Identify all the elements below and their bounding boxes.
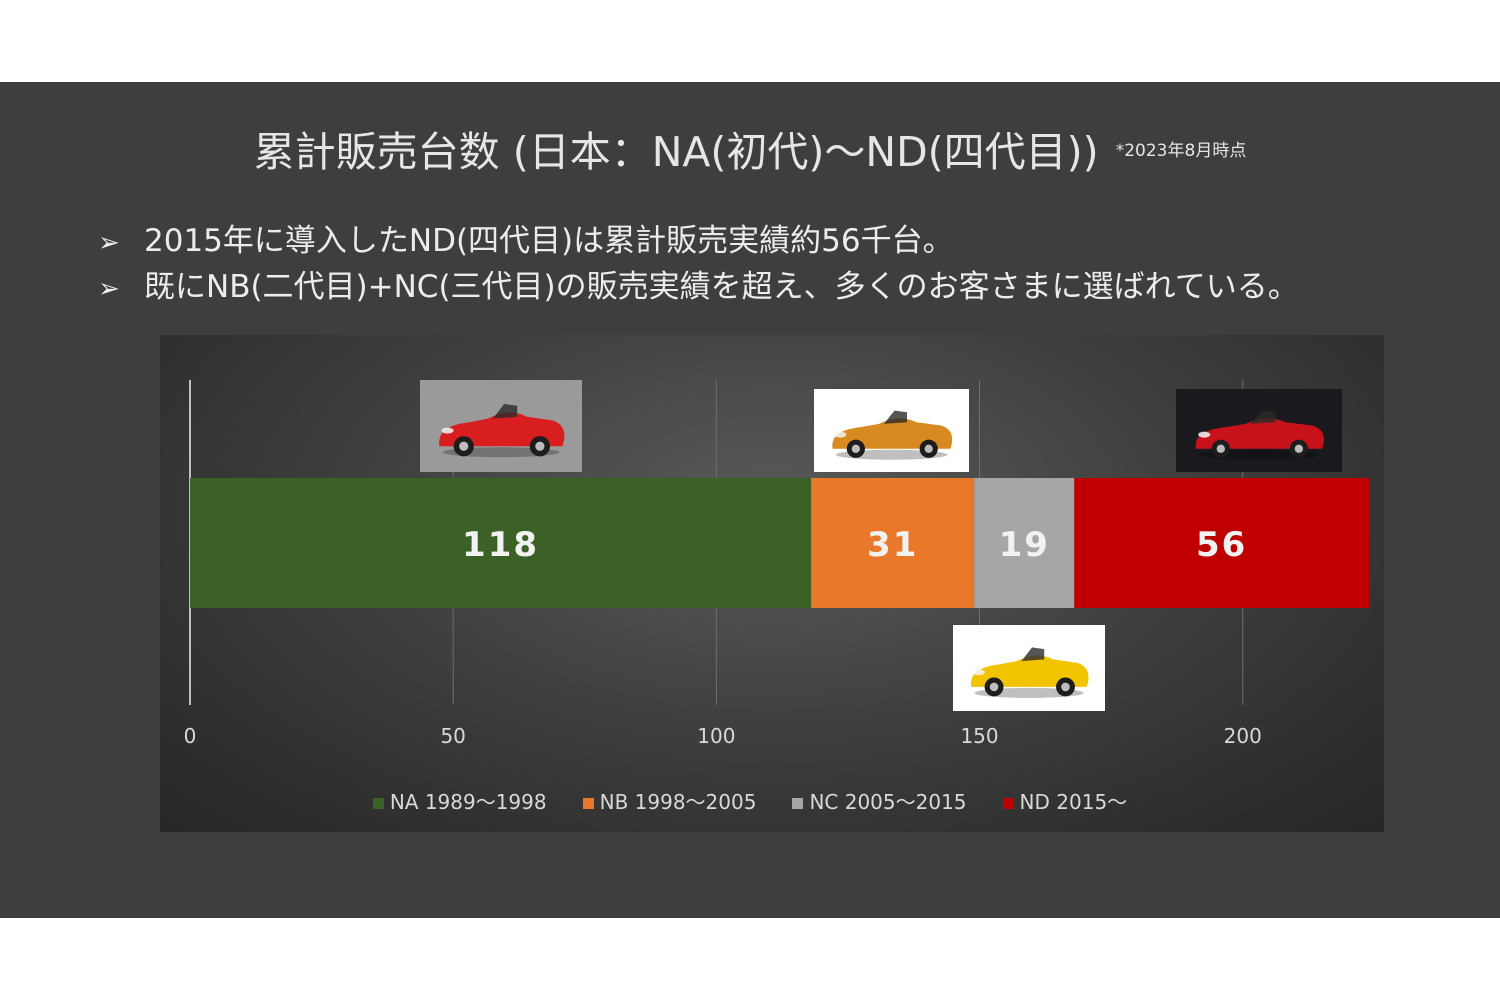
legend-label: NB 1998〜2005 xyxy=(599,790,757,814)
car-headlight xyxy=(972,669,985,676)
bar-segment xyxy=(811,478,975,608)
bar-segment xyxy=(1074,478,1370,608)
car-headlight xyxy=(834,431,847,438)
x-tick-label: 0 xyxy=(184,724,197,748)
car-windshield xyxy=(1250,410,1276,424)
car-headlight xyxy=(441,427,454,434)
orange-roadster-icon xyxy=(814,389,969,472)
car-hub xyxy=(924,444,933,453)
legend-swatch xyxy=(792,798,804,809)
car-windshield xyxy=(1021,647,1045,662)
car-body xyxy=(1195,418,1324,449)
car-headlight xyxy=(1198,431,1211,438)
legend-item: ND 2015〜 xyxy=(1002,786,1128,815)
bar-segment xyxy=(190,478,812,608)
yellow-roadster-icon xyxy=(953,625,1105,711)
car-hub xyxy=(851,444,860,453)
bullet-item: ➢ 2015年に導入したND(四代目)は累計販売実績約56千台。 xyxy=(98,215,1488,260)
car-body xyxy=(832,418,953,449)
legend-item: NC 2005〜2015 xyxy=(792,786,967,815)
x-tick-label: 150 xyxy=(960,724,998,748)
x-tick-label: 100 xyxy=(697,724,735,748)
legend-label: NC 2005〜2015 xyxy=(809,790,967,814)
data-label: 56 xyxy=(1196,525,1247,565)
data-label: 118 xyxy=(462,525,539,565)
bullet-arrow-icon: ➢ xyxy=(98,274,120,304)
thumbnail-nb xyxy=(814,389,969,472)
legend-item: NA 1989〜1998 xyxy=(372,786,547,815)
slide-title: 累計販売台数 (日本：NA(初代)〜ND(四代目)) xyxy=(253,128,1099,176)
bullet-item: ➢ 既にNB(二代目)+NC(三代目)の販売実績を超え、多くのお客さまに選ばれてい… xyxy=(98,261,1488,306)
data-label: 31 xyxy=(867,525,918,565)
bullet-text: 2015年に導入したND(四代目)は累計販売実績約56千台。 xyxy=(144,223,954,259)
legend-item: NB 1998〜2005 xyxy=(582,786,757,815)
title-note: *2023年8月時点 xyxy=(1115,140,1247,161)
x-tick-label: 200 xyxy=(1224,724,1262,748)
car-body xyxy=(970,655,1089,687)
title-row: 累計販売台数 (日本：NA(初代)〜ND(四代目)) *2023年8月時点 xyxy=(0,118,1500,178)
bar-segment xyxy=(974,478,1075,608)
chart-plot: 118 31 19 56 0 50 100 150 200 xyxy=(184,380,1370,748)
data-label: 19 xyxy=(999,525,1050,565)
red-roadster-icon xyxy=(420,380,582,472)
thumbnail-na xyxy=(420,380,582,472)
x-tick-label: 50 xyxy=(440,724,465,748)
legend-label: NA 1989〜1998 xyxy=(389,790,547,814)
car-hub xyxy=(535,441,545,451)
legend-swatch xyxy=(582,798,594,809)
car-hub xyxy=(1061,682,1070,692)
car-hub xyxy=(989,682,999,692)
car-hub xyxy=(459,441,469,451)
bullet-arrow-icon: ➢ xyxy=(98,228,120,258)
car-windshield xyxy=(492,403,518,419)
red-roadster-dark-icon xyxy=(1176,389,1342,472)
thumbnail-nc xyxy=(953,625,1105,711)
legend-swatch xyxy=(372,798,384,809)
chart-panel: 118 31 19 56 0 50 100 150 200 xyxy=(160,335,1384,832)
thumbnail-nd xyxy=(1176,389,1342,472)
car-hub xyxy=(1216,444,1225,453)
car-windshield xyxy=(883,410,907,424)
car-hub xyxy=(1294,444,1303,453)
legend-swatch xyxy=(1002,798,1014,809)
car-body xyxy=(439,412,565,447)
bullet-text: 既にNB(二代目)+NC(三代目)の販売実績を超え、多くのお客さまに選ばれている… xyxy=(144,269,1299,305)
legend-label: ND 2015〜 xyxy=(1019,790,1128,814)
chart-legend: NA 1989〜1998 NB 1998〜2005 NC 2005〜2015 ND 2… xyxy=(0,786,1500,815)
